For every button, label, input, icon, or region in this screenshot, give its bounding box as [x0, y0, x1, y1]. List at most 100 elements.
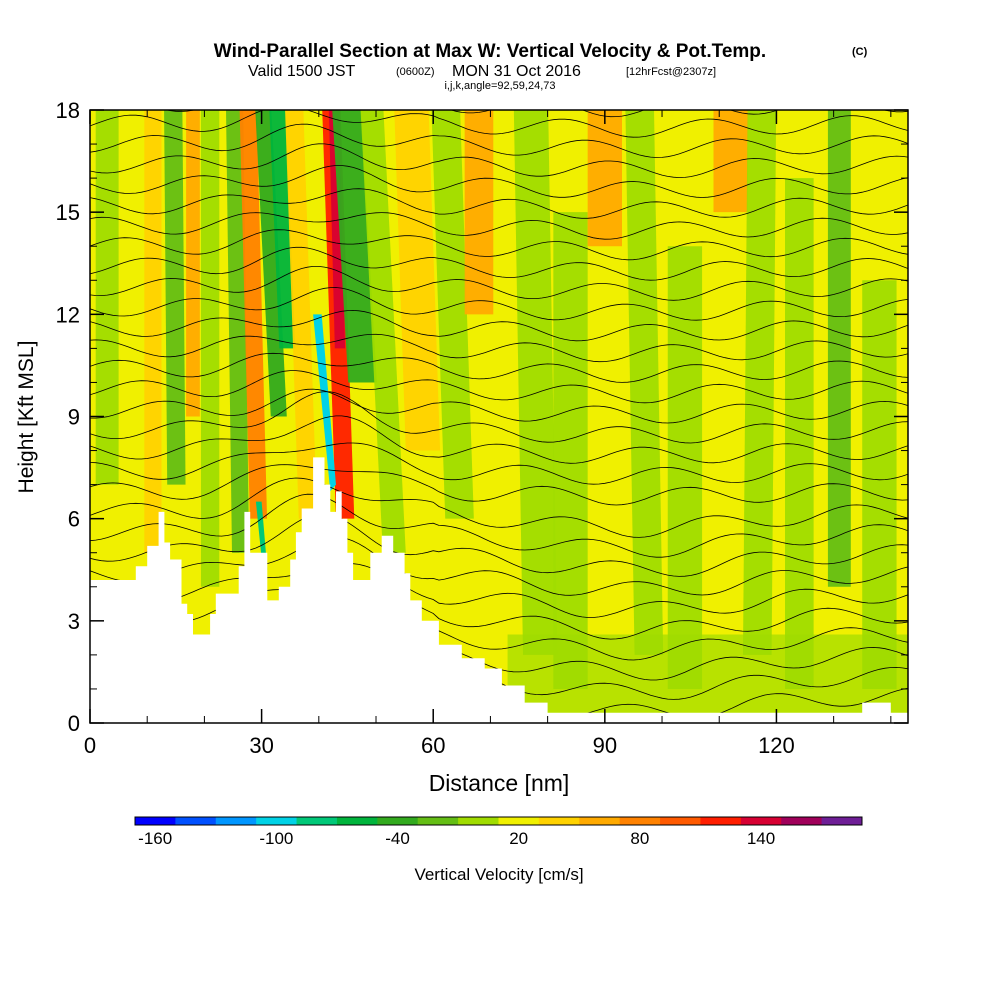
- theta-contour: [90, 391, 908, 444]
- colorbar-swatch: [700, 817, 742, 825]
- w-band: [239, 110, 268, 519]
- colorbar-tick-label: 20: [509, 829, 528, 848]
- x-tick-label: 0: [84, 733, 96, 758]
- colorbar-swatch: [660, 817, 701, 825]
- x-tick-label: 120: [758, 733, 795, 758]
- y-axis: 0 3 6 9 12 15 18: [56, 98, 908, 736]
- colorbar-swatch: [417, 817, 459, 825]
- theta-contour: [90, 246, 908, 281]
- y-tick-label: 12: [56, 302, 80, 327]
- colorbar-swatch: [175, 817, 217, 825]
- theta-contour: [90, 212, 908, 240]
- colorbar-swatch: [781, 817, 823, 825]
- colorbar-tick-label: -160: [138, 829, 172, 848]
- theta-contour: [90, 188, 908, 219]
- theta-contour: [90, 536, 908, 596]
- y-axis-label: Height [Kft MSL]: [15, 341, 38, 494]
- y-tick-label: 18: [56, 98, 80, 123]
- x-axis-label: Distance [nm]: [429, 770, 570, 796]
- theta-contour: [90, 493, 908, 558]
- colorbar-swatch: [256, 817, 298, 825]
- colorbar-swatch: [135, 817, 176, 825]
- w-band: [95, 110, 119, 485]
- theta-contour: [90, 123, 908, 158]
- subtitle-valid: Valid 1500 JST: [248, 63, 356, 80]
- y-tick-label: 9: [68, 405, 80, 430]
- w-lowlevel: [507, 634, 908, 723]
- w-band: [464, 110, 494, 315]
- theta-contour: [90, 513, 908, 577]
- w-band: [269, 110, 296, 349]
- w-band: [332, 110, 377, 383]
- theta-contour: [90, 352, 908, 383]
- theta-contour: [90, 309, 908, 342]
- w-band: [862, 280, 897, 689]
- theta-contour: [90, 388, 908, 424]
- w-band: [144, 110, 162, 553]
- colorbar: -160 -100 -40 20 80 140: [134, 816, 863, 848]
- w-band: [164, 110, 186, 485]
- w-band: [186, 110, 200, 417]
- theta-contour: [90, 143, 908, 179]
- subtitle-indices: i,j,k,angle=92,59,24,73: [444, 80, 555, 92]
- w-band: [667, 246, 703, 689]
- colorbar-swatch: [619, 817, 661, 825]
- w-band: [431, 110, 474, 519]
- theta-contour: [90, 477, 908, 538]
- colorbar-swatch: [821, 817, 863, 825]
- colorbar-swatch: [336, 817, 378, 825]
- x-tick-label: 30: [249, 733, 273, 758]
- w-band: [285, 110, 318, 519]
- colorbar-tick-label: 140: [747, 829, 775, 848]
- vertical-velocity-field: [95, 110, 908, 723]
- x-tick-label: 60: [421, 733, 445, 758]
- w-band: [742, 110, 777, 655]
- colorbar-swatch: [740, 817, 782, 825]
- colorbar-swatch: [538, 817, 580, 825]
- theta-contour: [90, 464, 908, 506]
- theta-contour: [90, 370, 908, 404]
- theta-contour: [90, 442, 908, 485]
- w-band: [200, 110, 220, 587]
- y-tick-label: 0: [68, 711, 80, 736]
- subtitle-fcst: [12hrFcst@2307z]: [626, 66, 716, 78]
- x-axis: 0 30 60 90 120: [84, 110, 892, 758]
- theta-contour: [90, 333, 908, 363]
- colorbar-tick-label: -100: [259, 829, 293, 848]
- colorbar-swatch: [579, 817, 621, 825]
- colorbar-swatch: [296, 817, 338, 825]
- x-tick-label: 90: [593, 733, 617, 758]
- w-band: [360, 110, 406, 553]
- w-band: [785, 178, 814, 689]
- theta-contour: [90, 165, 908, 198]
- theta-contour: [90, 266, 908, 301]
- colorbar-frame: [134, 816, 863, 826]
- plot-area: [90, 110, 908, 723]
- title-mark: (C): [852, 46, 868, 58]
- colorbar-swatch: [377, 817, 419, 825]
- colorbar-tick-label: -40: [385, 829, 410, 848]
- theta-contour: [90, 562, 908, 618]
- w-band: [394, 110, 441, 451]
- y-tick-label: 3: [68, 609, 80, 634]
- chart-title: Wind-Parallel Section at Max W: Vertical…: [214, 41, 766, 62]
- w-band: [625, 110, 664, 655]
- theta-contour: [90, 229, 908, 261]
- colorbar-swatch: [498, 817, 540, 825]
- subtitle-date: MON 31 Oct 2016: [452, 63, 581, 80]
- terrain: [90, 457, 908, 723]
- w-band: [553, 212, 588, 689]
- theta-contour: [90, 287, 908, 321]
- theta-contour: [165, 110, 908, 118]
- w-band: [328, 110, 346, 349]
- theta-contour: [90, 415, 908, 464]
- downdraft-core: [313, 314, 336, 492]
- subtitle-zulu: (0600Z): [396, 66, 435, 78]
- colorbar-swatch: [458, 817, 499, 825]
- colorbar-swatch: [215, 817, 257, 825]
- w-band: [827, 110, 851, 587]
- colorbar-tick-label: 80: [630, 829, 649, 848]
- colorbar-label: Vertical Velocity [cm/s]: [414, 865, 583, 884]
- w-band: [713, 110, 748, 213]
